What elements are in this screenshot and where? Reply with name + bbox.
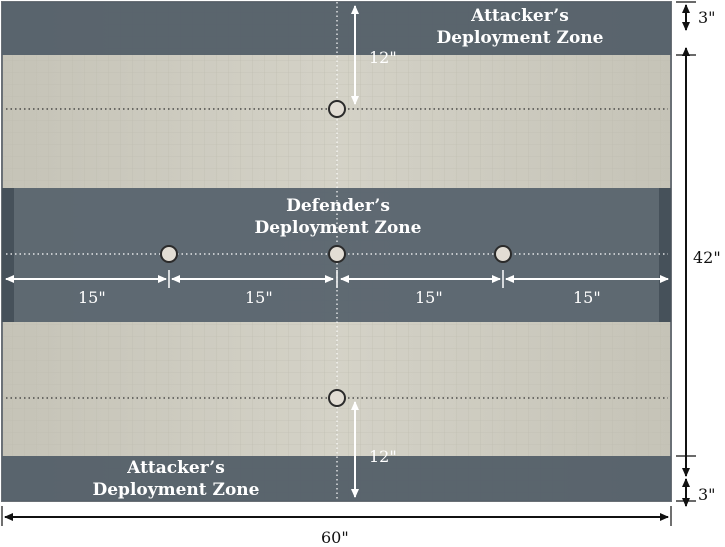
objective-marker-top [328,100,346,118]
bottom-60-label: 60" [321,528,349,547]
right-bottom-3-label: 3" [698,485,716,504]
objective-marker-left [160,245,178,263]
top-attacker-zone-label: Attacker’s Deployment Zone [420,5,620,49]
seg-3-label: 15" [415,288,443,307]
objective-marker-center [328,245,346,263]
top-12-label: 12" [369,48,397,67]
seg-4-label: 15" [573,288,601,307]
right-top-3-label: 3" [698,8,716,27]
defender-zone-label: Defender’s Deployment Zone [238,195,438,239]
defender-zone-left-edge [2,188,14,322]
defender-zone-right-edge [659,188,671,322]
top-attacker-zone-text: Attacker’s Deployment Zone [436,6,604,48]
right-42-label: 42" [693,248,721,267]
bottom-attacker-zone-text: Attacker’s Deployment Zone [92,458,260,500]
defender-zone-text: Defender’s Deployment Zone [254,196,422,238]
seg-2-label: 15" [245,288,273,307]
bottom-attacker-zone-label: Attacker’s Deployment Zone [76,457,276,501]
objective-marker-bottom [328,389,346,407]
objective-marker-right [494,245,512,263]
top-attacker-zone [2,2,671,55]
bottom-12-label: 12" [369,447,397,466]
seg-1-label: 15" [78,288,106,307]
